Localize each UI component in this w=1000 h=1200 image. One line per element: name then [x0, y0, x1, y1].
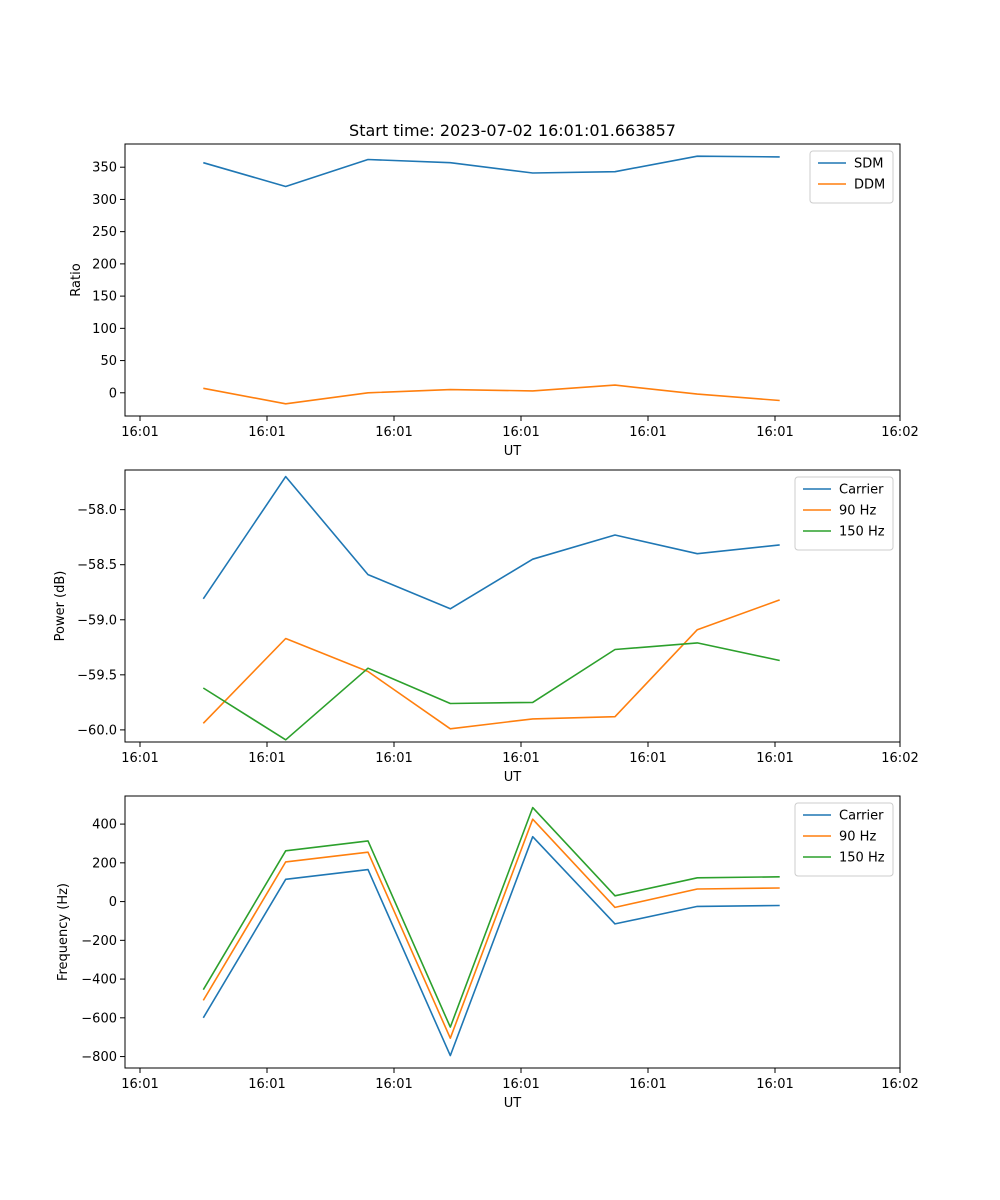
x-tick-label: 16:02 — [881, 751, 918, 766]
x-tick-label: 16:01 — [248, 751, 285, 766]
legend-label: DDM — [854, 178, 885, 193]
x-tick-label: 16:01 — [375, 1077, 412, 1092]
x-tick-label: 16:01 — [121, 425, 158, 440]
y-tick-label: −59.5 — [77, 668, 117, 683]
y-tick-label: −400 — [81, 973, 117, 988]
legend-box — [809, 150, 894, 204]
x-tick-label: 16:01 — [629, 1077, 666, 1092]
y-tick-label: −60.0 — [77, 723, 117, 738]
x-tick-label: 16:01 — [756, 425, 793, 440]
series-line-150-hz — [202, 806, 780, 1028]
axes-frame — [124, 143, 901, 417]
y-tick-label: −600 — [81, 1011, 117, 1026]
legend-label: SDM — [854, 157, 883, 172]
panel-1: 16:01 16:01 16:01 16:01 16:01 16:01 16:02 0 50 10… — [69, 143, 919, 459]
x-tick-label: 16:02 — [881, 425, 918, 440]
y-tick-label: −58.5 — [77, 558, 117, 573]
panels: 16:01 16:01 16:01 16:01 16:01 16:01 16:02 0 50 10… — [53, 143, 919, 1111]
x-tick-label: 16:01 — [121, 1077, 158, 1092]
x-tick-label: 16:01 — [248, 1077, 285, 1092]
x-axis-label: UT — [504, 1096, 522, 1111]
y-tick-label: 250 — [92, 225, 117, 240]
series-line-sdm — [203, 155, 780, 188]
y-tick-label: −200 — [81, 934, 117, 949]
x-tick-label: 16:02 — [881, 1077, 918, 1092]
y-axis-label: Ratio — [69, 263, 84, 296]
legend-label: 150 Hz — [839, 851, 885, 866]
legend: SDM DDM — [809, 150, 894, 204]
x-tick-label: 16:01 — [375, 425, 412, 440]
legend-label: 90 Hz — [839, 504, 876, 519]
x-tick-label: 16:01 — [629, 751, 666, 766]
series-line-carrier — [202, 835, 780, 1057]
y-tick-label: 350 — [92, 161, 117, 176]
x-tick-label: 16:01 — [375, 751, 412, 766]
y-axis-label: Frequency (Hz) — [56, 883, 71, 981]
y-tick-label: 200 — [92, 856, 117, 871]
legend-label: Carrier — [839, 809, 884, 824]
x-tick-label: 16:01 — [502, 425, 539, 440]
x-tick-label: 16:01 — [248, 425, 285, 440]
y-axis-label: Power (dB) — [53, 571, 68, 642]
legend-label: 150 Hz — [839, 525, 885, 540]
y-tick-label: 300 — [92, 193, 117, 208]
x-axis-label: UT — [504, 770, 522, 785]
series-line-90-hz — [202, 599, 780, 730]
figure-title: Start time: 2023-07-02 16:01:01.663857 — [349, 121, 676, 140]
x-tick-label: 16:01 — [502, 751, 539, 766]
y-tick-label: 150 — [92, 290, 117, 305]
y-tick-label: 0 — [109, 386, 117, 401]
legend: Carrier 90 Hz 150 Hz — [794, 802, 894, 877]
series-line-carrier — [202, 475, 780, 610]
series-line-90-hz — [202, 818, 780, 1039]
panel-3: 16:01 16:01 16:01 16:01 16:01 16:01 16:02 −800 −… — [56, 795, 919, 1111]
y-tick-label: −58.0 — [77, 503, 117, 518]
panel-2: 16:01 16:01 16:01 16:01 16:01 16:01 16:02 −60.0… — [53, 469, 919, 785]
x-tick-label: 16:01 — [121, 751, 158, 766]
x-tick-label: 16:01 — [756, 1077, 793, 1092]
legend: Carrier 90 Hz 150 Hz — [794, 476, 894, 551]
legend-label: Carrier — [839, 483, 884, 498]
y-tick-label: −59.0 — [77, 613, 117, 628]
y-tick-label: 0 — [109, 895, 117, 910]
x-tick-label: 16:01 — [502, 1077, 539, 1092]
y-tick-label: 50 — [100, 354, 117, 369]
y-tick-label: 100 — [92, 322, 117, 337]
x-tick-label: 16:01 — [756, 751, 793, 766]
axes-frame — [124, 795, 901, 1069]
series-line-150-hz — [202, 642, 780, 741]
y-tick-label: 400 — [92, 818, 117, 833]
legend-label: 90 Hz — [839, 830, 876, 845]
y-tick-label: 200 — [92, 257, 117, 272]
series-line-ddm — [203, 384, 780, 405]
axes-frame — [124, 469, 901, 743]
y-tick-label: −800 — [81, 1050, 117, 1065]
x-axis-label: UT — [504, 444, 522, 459]
x-tick-label: 16:01 — [629, 425, 666, 440]
